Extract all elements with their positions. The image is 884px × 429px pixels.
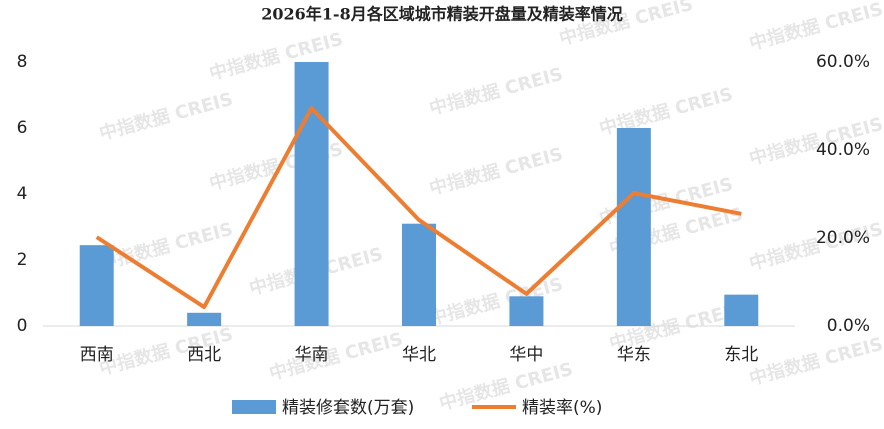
watermark: 中指数据 CREIS: [97, 88, 235, 145]
watermark: 中指数据 CREIS: [427, 273, 565, 330]
legend-label: 精装率(%): [522, 398, 602, 418]
bar: [187, 312, 222, 326]
y-tick-label: 2: [17, 250, 28, 270]
x-tick-label: 华东: [617, 345, 651, 365]
watermark: 中指数据 CREIS: [427, 63, 565, 120]
legend-swatch: [232, 400, 276, 414]
y-tick-label: 4: [17, 184, 28, 204]
watermark: 中指数据 CREIS: [97, 218, 235, 275]
watermark: 中指数据 CREIS: [427, 143, 565, 200]
bar: [509, 296, 544, 326]
x-tick-label: 华北: [402, 345, 436, 365]
x-tick-label: 华南: [295, 345, 329, 365]
bar: [402, 223, 436, 326]
x-tick-label: 西南: [80, 345, 114, 365]
x-tick-label: 东北: [724, 345, 758, 365]
y2-tick-label: 60.0%: [816, 52, 870, 72]
legend-label: 精装修套数(万套): [282, 398, 414, 418]
chart-title: 2026年1-8月各区域城市精装开盘量及精装率情况: [261, 5, 622, 24]
bar: [724, 294, 759, 326]
y2-tick-label: 40.0%: [816, 140, 870, 160]
watermark: 中指数据 CREIS: [747, 0, 884, 55]
y-tick-label: 0: [17, 316, 28, 336]
y2-tick-label: 0.0%: [827, 316, 870, 336]
x-tick-label: 华中: [509, 345, 543, 365]
x-tick-label: 西北: [187, 345, 221, 365]
y-tick-label: 6: [17, 118, 28, 138]
bar: [79, 245, 114, 326]
watermark: 中指数据 CREIS: [747, 333, 884, 390]
bar: [294, 62, 329, 326]
y-tick-label: 8: [17, 52, 28, 72]
watermark: 中指数据 CREIS: [267, 328, 405, 385]
bar: [616, 128, 651, 326]
line: [95, 106, 742, 310]
y2-tick-label: 20.0%: [816, 228, 870, 248]
